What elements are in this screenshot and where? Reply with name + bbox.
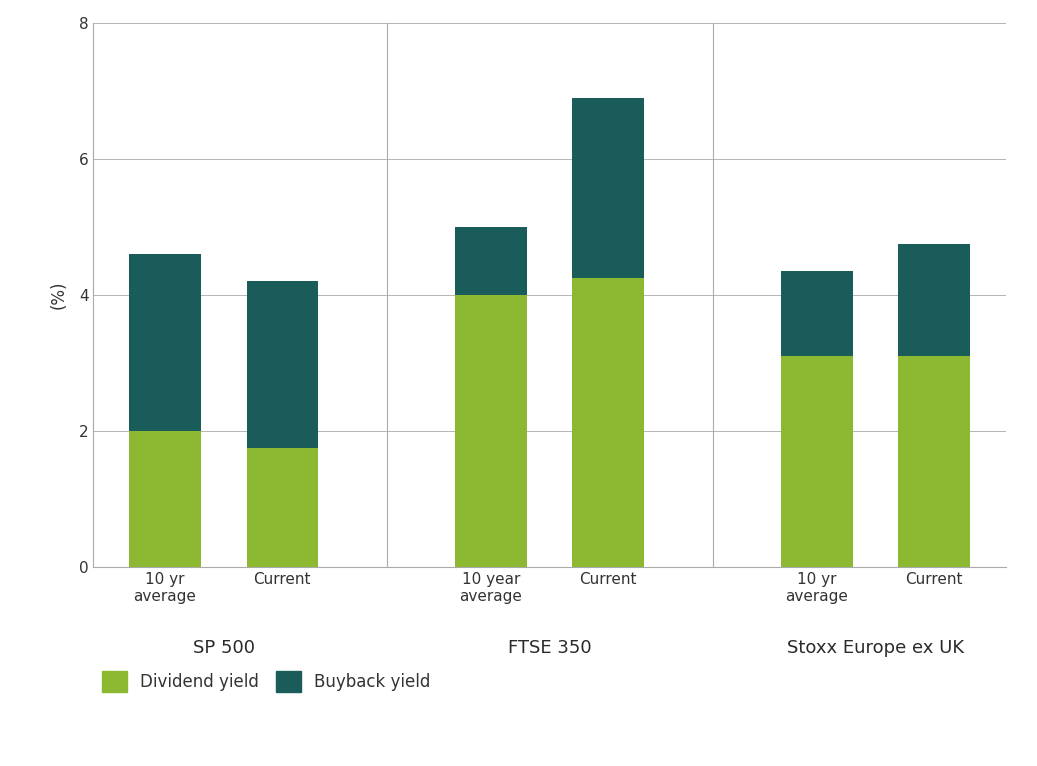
- Text: FTSE 350: FTSE 350: [508, 639, 591, 657]
- Bar: [455, 227, 527, 295]
- Bar: [130, 254, 201, 430]
- Bar: [572, 98, 644, 278]
- Y-axis label: (%): (%): [50, 280, 67, 309]
- Bar: [781, 356, 852, 567]
- Bar: [130, 430, 201, 567]
- Bar: [455, 295, 527, 567]
- Bar: [247, 281, 318, 448]
- Bar: [572, 278, 644, 567]
- Bar: [898, 356, 970, 567]
- Bar: [247, 448, 318, 567]
- Text: SP 500: SP 500: [193, 639, 255, 657]
- Bar: [781, 271, 852, 356]
- Legend: Dividend yield, Buyback yield: Dividend yield, Buyback yield: [102, 672, 430, 692]
- Bar: [898, 244, 970, 356]
- Text: Stoxx Europe ex UK: Stoxx Europe ex UK: [787, 639, 964, 657]
